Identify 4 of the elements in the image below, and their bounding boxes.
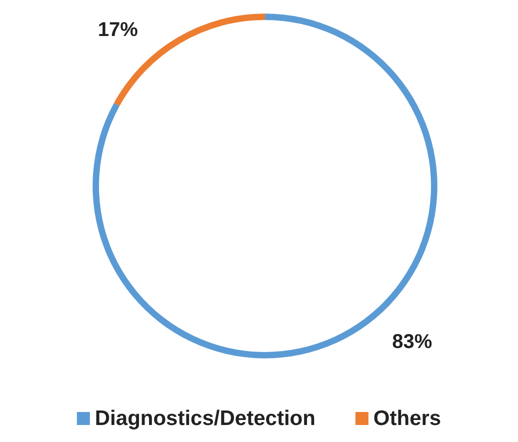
data-label: 83%	[392, 330, 432, 353]
data-label: 17%	[98, 19, 138, 42]
legend-label: Diagnostics/Detection	[94, 407, 316, 430]
legend-label: Others	[373, 407, 442, 430]
